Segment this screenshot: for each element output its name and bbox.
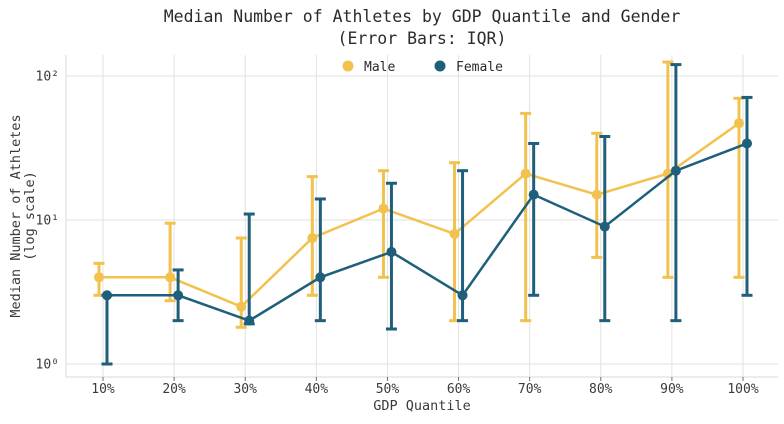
data-point: [528, 189, 539, 200]
x-tick-label: 80%: [589, 382, 613, 397]
legend-swatch: [434, 60, 446, 72]
data-point: [670, 165, 681, 176]
x-tick-label: 90%: [660, 382, 684, 397]
data-point: [173, 290, 184, 301]
y-axis-label-line2: (log scale): [22, 171, 38, 260]
x-tick-label: 30%: [233, 382, 257, 397]
y-tick-label: 10²: [36, 70, 59, 85]
y-tick-label: 10⁰: [36, 358, 59, 373]
x-tick-marks: [102, 377, 744, 381]
x-tick-label: 70%: [518, 382, 542, 397]
data-point: [457, 290, 468, 301]
x-tick-label: 60%: [447, 382, 471, 397]
series-female: [101, 63, 753, 366]
chart-subtitle: (Error Bars: IQR): [338, 29, 507, 48]
axes-spines: [65, 55, 778, 378]
data-point: [742, 138, 752, 149]
x-tick-label: 40%: [305, 382, 329, 397]
y-axis-label: Median Number of Athletes (log scale): [8, 114, 38, 317]
legend-label: Female: [456, 60, 503, 75]
series-line: [107, 142, 748, 323]
x-tick-label: 100%: [727, 382, 758, 397]
data-point: [378, 203, 389, 214]
data-point: [244, 315, 255, 326]
x-axis-label: GDP Quantile: [373, 398, 471, 414]
data-point: [307, 232, 318, 243]
chart-title: Median Number of Athletes by GDP Quantil…: [164, 7, 681, 26]
data-point: [520, 168, 531, 179]
data-point: [734, 118, 744, 129]
series-layer: [93, 60, 753, 366]
legend-swatch: [342, 60, 354, 72]
legend-label: Male: [364, 60, 395, 75]
data-point: [236, 301, 247, 312]
data-point: [449, 228, 460, 239]
x-tick-label: 20%: [162, 382, 186, 397]
gridlines: [66, 55, 778, 377]
data-point: [165, 272, 176, 283]
series-male: [93, 60, 745, 329]
data-point: [315, 272, 326, 283]
tick-labels: 10% 20% 30% 40% 50% 60% 70% 80% 90% 100% 10⁰ 10¹ 10²: [36, 70, 759, 398]
x-tick-label: 50%: [376, 382, 400, 397]
y-tick-label: 10¹: [36, 214, 59, 229]
data-point: [94, 272, 104, 283]
data-point: [386, 246, 397, 257]
x-tick-label: 10%: [91, 382, 115, 397]
data-point: [599, 221, 610, 232]
data-point: [591, 189, 602, 200]
data-point: [102, 290, 112, 301]
legend: Male Female: [342, 60, 503, 75]
y-axis-label-line1: Median Number of Athletes: [8, 114, 24, 317]
series-line: [99, 122, 740, 309]
